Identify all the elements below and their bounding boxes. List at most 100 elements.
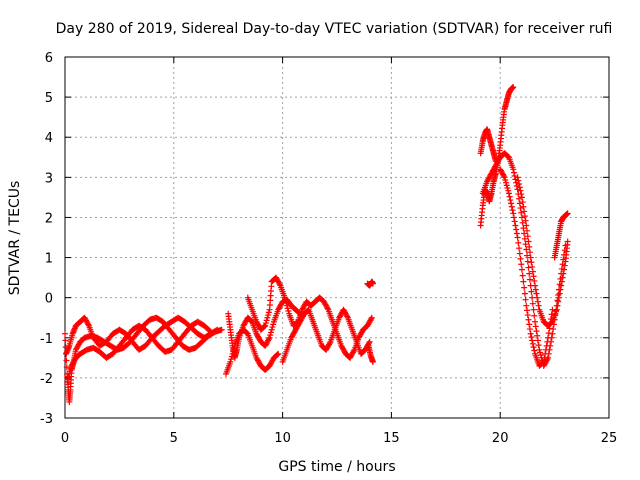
data-point (276, 281, 283, 288)
data-point (509, 207, 516, 214)
data-point (517, 205, 524, 212)
data-point (522, 217, 529, 224)
x-tick-label: 10 (274, 431, 291, 446)
data-point (564, 210, 571, 217)
data-point (530, 273, 537, 280)
data-point (229, 350, 236, 357)
data-point (268, 326, 275, 333)
data-point (368, 314, 375, 321)
data-point (524, 312, 531, 319)
data-point (541, 354, 548, 361)
data-point (262, 322, 269, 329)
data-point (267, 332, 274, 339)
data-point (535, 302, 542, 309)
data-point (528, 334, 535, 341)
data-point (561, 266, 568, 273)
data-point (261, 323, 268, 330)
data-point (513, 226, 520, 233)
data-point (524, 233, 531, 240)
x-tick-label: 20 (492, 431, 509, 446)
data-point (501, 174, 508, 181)
data-point (265, 312, 272, 319)
data-point (508, 200, 515, 207)
data-point (369, 280, 376, 287)
data-point (519, 199, 526, 206)
data-point (283, 302, 290, 309)
data-point (326, 340, 333, 347)
y-tick-label: 2 (45, 211, 53, 226)
data-point (543, 342, 550, 349)
data-point (514, 234, 521, 241)
data-point (529, 337, 536, 344)
data-point (527, 330, 534, 337)
data-point (529, 263, 536, 270)
data-point (528, 288, 535, 295)
data-point (66, 370, 73, 377)
data-point (510, 210, 517, 217)
data-point (529, 300, 536, 307)
data-point (530, 344, 537, 351)
data-point (231, 345, 238, 352)
data-point (206, 327, 213, 334)
data-point (521, 290, 528, 297)
data-point (555, 294, 562, 301)
y-tick-label: 3 (45, 171, 53, 186)
data-point (64, 376, 71, 383)
data-point (269, 324, 276, 331)
data-point (350, 348, 357, 355)
data-series-sdtvar (62, 84, 571, 405)
data-point (545, 334, 552, 341)
data-point (521, 284, 528, 291)
data-point (265, 336, 272, 343)
data-point (534, 337, 541, 344)
y-axis-label: SDTVAR / TECUs (7, 181, 23, 296)
data-point (369, 358, 376, 365)
data-point (559, 274, 566, 281)
data-point (67, 365, 74, 372)
data-point (531, 277, 538, 284)
data-point (67, 368, 74, 375)
data-point (525, 316, 532, 323)
data-point (227, 358, 234, 365)
data-point (207, 328, 214, 335)
y-tick-label: 4 (45, 131, 53, 146)
x-axis-label: GPS time / hours (278, 459, 395, 475)
data-point (525, 238, 532, 245)
data-point (542, 346, 549, 353)
data-point (522, 296, 529, 303)
data-point (519, 272, 526, 279)
data-point (284, 305, 291, 312)
data-point (230, 348, 237, 355)
chart-title: Day 280 of 2019, Sidereal Day-to-day VTE… (56, 21, 613, 37)
data-point (525, 264, 532, 271)
data-point (281, 294, 288, 301)
data-point (520, 278, 527, 285)
data-point (536, 346, 543, 353)
data-point (529, 268, 536, 275)
data-point (555, 298, 562, 305)
data-point (531, 312, 538, 319)
y-tick-label: 0 (45, 292, 53, 307)
data-point (516, 195, 523, 202)
y-tick-label: -2 (40, 372, 53, 387)
data-point (544, 338, 551, 345)
data-point (521, 235, 528, 242)
plot-frame (64, 56, 610, 419)
axis-ticks: 0 5 10 15 20 25 -3 -2 -1 0 1 2 3 4 5 6 (40, 51, 617, 446)
data-point (63, 364, 70, 371)
data-point (503, 182, 510, 189)
data-point (214, 326, 221, 333)
data-point (532, 282, 539, 289)
data-point (540, 358, 547, 365)
data-point (534, 332, 541, 339)
data-point (518, 266, 525, 273)
data-point (545, 330, 552, 337)
data-point (213, 327, 220, 334)
data-point (532, 323, 539, 330)
y-tick-label: 5 (45, 91, 53, 106)
data-point (62, 337, 69, 344)
data-point (518, 194, 525, 201)
data-point (529, 340, 536, 347)
data-point (526, 243, 533, 250)
data-point (505, 190, 512, 197)
